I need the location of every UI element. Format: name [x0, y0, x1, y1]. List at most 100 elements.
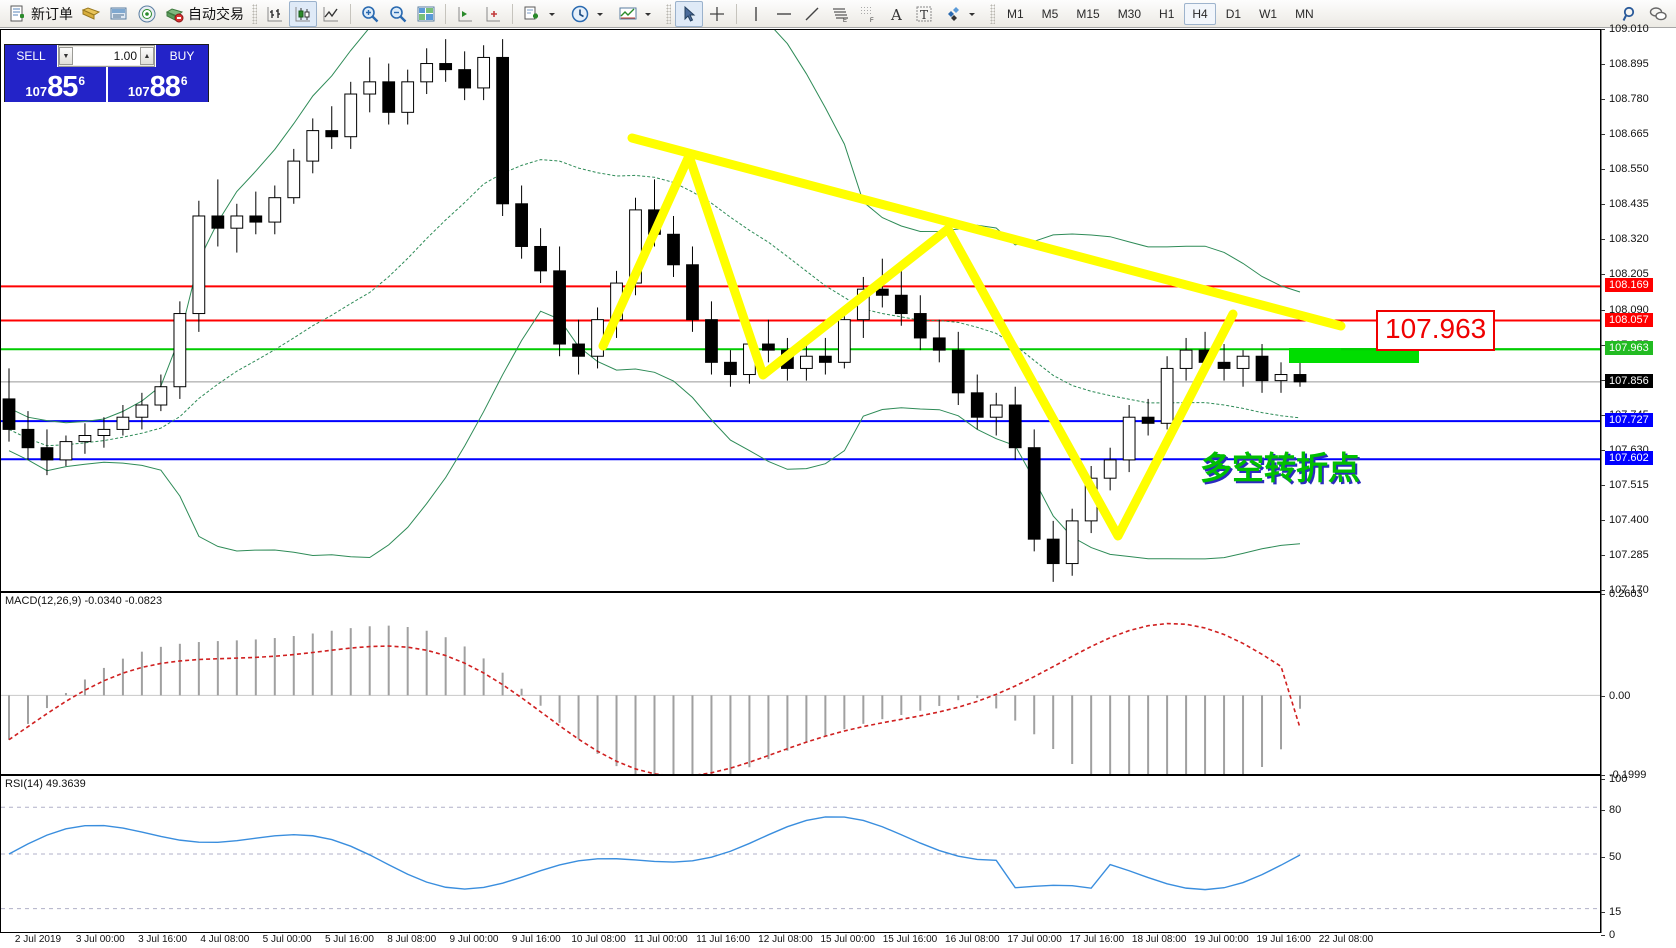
candle [553, 246, 566, 357]
new-order-label: 新订单 [31, 6, 73, 23]
shift-button[interactable] [451, 1, 479, 27]
trendline-button[interactable] [798, 1, 826, 27]
chevron-down-icon[interactable] [542, 4, 562, 24]
timeframe-h1[interactable]: H1 [1159, 6, 1175, 21]
navigator-button[interactable] [133, 1, 161, 27]
bar-chart-button[interactable] [261, 1, 289, 27]
price-tag-current-price[interactable]: 107.856 [1605, 373, 1653, 388]
crosshair-button[interactable] [703, 1, 731, 27]
market-watch-button[interactable]: 自动交易 [161, 1, 248, 27]
zoom-out-button[interactable] [384, 1, 412, 27]
volume-field[interactable]: ▼ 1.00 ▲ [58, 45, 155, 67]
price-tag-resistance[interactable]: 108.057 [1605, 312, 1653, 327]
candlestick-chart-button[interactable] [289, 0, 317, 27]
toolbar-separator [512, 3, 513, 24]
bollinger-upper-band [8, 30, 1301, 424]
candle [1065, 508, 1079, 576]
candle [837, 307, 851, 369]
sell-price-button[interactable]: 107 85 6 [5, 67, 106, 102]
horizontal-line-button[interactable] [770, 1, 798, 27]
price-tick [1601, 554, 1605, 556]
timeframe-m30[interactable]: M30 [1117, 6, 1142, 21]
sell-price-big: 85 [47, 71, 78, 103]
timeframe-mn[interactable]: MN [1295, 6, 1314, 21]
new-order-button[interactable]: 新订单 [4, 1, 77, 27]
terminal-button[interactable] [105, 1, 133, 27]
timeframe-m15[interactable]: M15 [1076, 6, 1100, 21]
time-tick-label: 4 Jul 08:00 [200, 934, 250, 945]
zoom-in-button[interactable] [356, 1, 384, 27]
time-tick-label: 2 Jul 2019 [14, 934, 62, 945]
chevron-down-icon[interactable] [962, 4, 982, 24]
price-tag-support[interactable]: 107.727 [1605, 413, 1653, 428]
trendline-zigzag[interactable] [598, 151, 1238, 541]
cursor-icon [679, 4, 699, 24]
price-tag-support[interactable]: 107.602 [1605, 451, 1653, 466]
text-box-button[interactable]: T [910, 1, 938, 27]
candle [268, 185, 282, 235]
period-button[interactable] [566, 1, 614, 27]
candle [1179, 337, 1193, 381]
timeframe-m1[interactable]: M1 [1007, 6, 1024, 21]
timeframe-w1[interactable]: W1 [1259, 6, 1278, 21]
add-indicator-button[interactable] [518, 1, 566, 27]
volume-value[interactable]: 1.00 [73, 47, 140, 65]
candle [439, 39, 453, 82]
chinese-annotation[interactable]: 多空转折点 [1200, 449, 1361, 487]
price-axis[interactable]: 109.010 108.895 108.780 108.665 108.550 108.4… [1601, 23, 1676, 941]
grid-button[interactable] [412, 1, 440, 27]
crosshair-scale-button[interactable] [479, 1, 507, 27]
rsi-line [8, 816, 1301, 891]
time-tick-label: 3 Jul 16:00 [138, 934, 188, 945]
candle [951, 331, 965, 406]
candle [932, 319, 946, 363]
one-click-trading-panel[interactable]: SELL ▼ 1.00 ▲ BUY 107 85 6 107 88 6 [4, 44, 209, 102]
volume-up-icon[interactable]: ▲ [140, 47, 154, 65]
rsi-pane[interactable]: RSI(14) 49.3639 [0, 775, 1601, 933]
candle [116, 405, 130, 436]
price-tag-resistance[interactable]: 108.169 [1605, 278, 1653, 293]
timeframe-d1[interactable]: D1 [1225, 6, 1242, 21]
crosshair-scale-icon [483, 4, 503, 24]
line-chart-button[interactable] [317, 1, 345, 27]
time-axis[interactable]: 2 Jul 2019 3 Jul 00:00 3 Jul 16:00 4 Jul 08… [0, 933, 1601, 948]
volume-down-icon[interactable]: ▼ [59, 47, 73, 65]
macd-tick [1601, 594, 1605, 595]
timeframe-m5[interactable]: M5 [1041, 6, 1059, 21]
buy-price-button[interactable]: 107 88 6 [105, 67, 208, 102]
toolbar-grip[interactable] [990, 3, 995, 24]
templates-button[interactable] [614, 1, 662, 27]
macd-tick-label: -0.1999 [1609, 769, 1647, 781]
price-tick [1601, 484, 1605, 486]
time-tick-label: 9 Jul 00:00 [449, 934, 499, 945]
price-callout-annotation[interactable]: 107.963 [1376, 310, 1496, 351]
candlestick-chart-icon [293, 4, 313, 24]
chat-button[interactable] [1644, 1, 1672, 27]
toolbar-grip[interactable] [666, 3, 671, 24]
fibonacci-button[interactable]: E [826, 1, 854, 27]
buy-button[interactable]: BUY [156, 45, 208, 67]
time-tick-label: 9 Jul 16:00 [511, 934, 561, 945]
price-tag-pivot[interactable]: 107.963 [1605, 341, 1653, 356]
vertical-line-button[interactable] [742, 1, 770, 27]
text-label-button[interactable]: A [882, 1, 910, 27]
sell-button[interactable]: SELL [5, 45, 57, 67]
macd-pane[interactable]: MACD(12,26,9) -0.0340 -0.0823 [0, 592, 1601, 775]
toolbar-grip[interactable] [252, 3, 257, 24]
main-chart-pane[interactable] [0, 29, 1601, 592]
candle [287, 148, 301, 204]
fibo-fan-button[interactable]: F [854, 1, 882, 27]
new-order-icon [8, 4, 28, 24]
svg-text:E: E [843, 18, 847, 24]
shapes-button[interactable] [938, 1, 986, 27]
highlight-rectangle[interactable] [1289, 348, 1419, 363]
timeframe-h4[interactable]: H4 [1184, 2, 1216, 25]
chevron-down-icon[interactable] [638, 4, 658, 24]
cursor-button[interactable] [675, 0, 703, 27]
chevron-down-icon[interactable] [590, 4, 610, 24]
search-button[interactable] [1616, 1, 1644, 27]
folder-button[interactable] [77, 1, 105, 27]
bollinger-middle-band [8, 159, 1301, 447]
trendline-downtrend[interactable] [627, 133, 1346, 331]
toolbar-separator [350, 3, 351, 24]
